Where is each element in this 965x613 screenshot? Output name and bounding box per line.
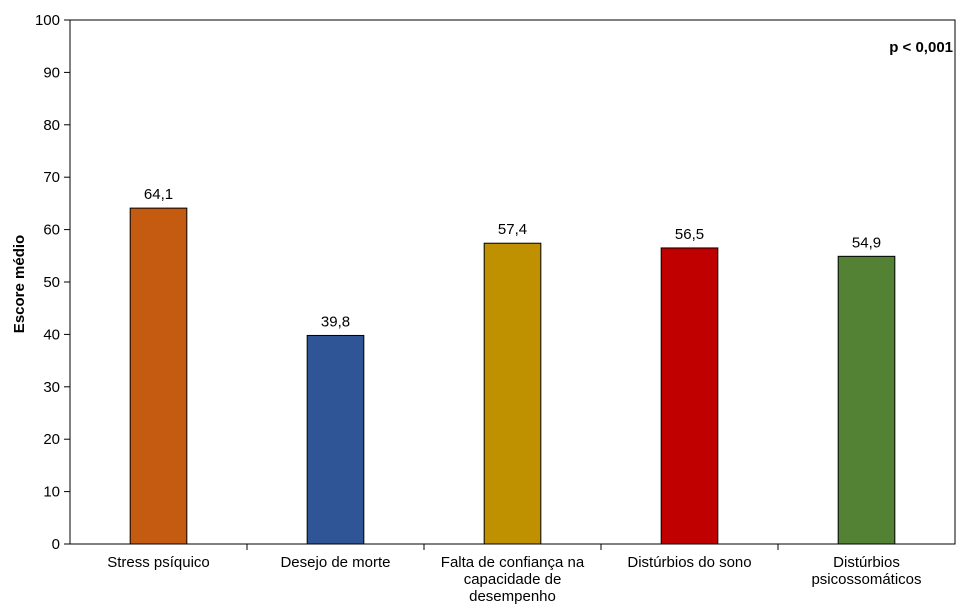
y-axis: 0 10 20 30 40 50 60 70 80 90 100 (35, 12, 70, 553)
bar-value-label: 57,4 (498, 221, 527, 238)
y-tick-label: 40 (43, 326, 60, 343)
y-tick-label: 30 (43, 379, 60, 396)
bar-value-label: 56,5 (675, 226, 704, 243)
x-category-label: Distúrbios do sono (627, 554, 751, 571)
bar-value-label: 54,9 (852, 234, 881, 251)
bar-value-label: 39,8 (321, 313, 350, 330)
bar (129, 207, 188, 545)
y-tick-label: 100 (35, 12, 60, 29)
x-category-label: Distúrbios (833, 554, 900, 571)
y-axis-label: Escore médio (11, 235, 28, 333)
y-tick-label: 20 (43, 431, 60, 448)
bar (837, 255, 896, 545)
x-category-label: capacidade de (464, 571, 562, 588)
y-tick-label: 10 (43, 484, 60, 501)
y-tick-label: 90 (43, 64, 60, 81)
bar (306, 334, 365, 545)
x-category-label: Stress psíquico (107, 554, 210, 571)
y-tick-label: 70 (43, 169, 60, 186)
y-tick-label: 80 (43, 117, 60, 134)
y-tick-label: 50 (43, 274, 60, 291)
y-tick-label: 60 (43, 222, 60, 239)
x-category-label: Desejo de morte (280, 554, 390, 571)
y-tick-label: 0 (52, 536, 60, 553)
p-value-annotation: p < 0,001 (889, 39, 953, 56)
bar (660, 247, 719, 545)
x-category-label: psicossomáticos (811, 571, 921, 588)
x-category-label: Falta de confiança na (441, 554, 585, 571)
bar (483, 242, 542, 545)
bar-value-label: 64,1 (144, 186, 173, 203)
bars: 64,1 39,8 57,4 56,5 54,9 (129, 186, 896, 545)
x-category-label: desempenho (469, 588, 556, 605)
x-axis-labels: Stress psíquico Desejo de morte Falta de c… (107, 544, 922, 605)
